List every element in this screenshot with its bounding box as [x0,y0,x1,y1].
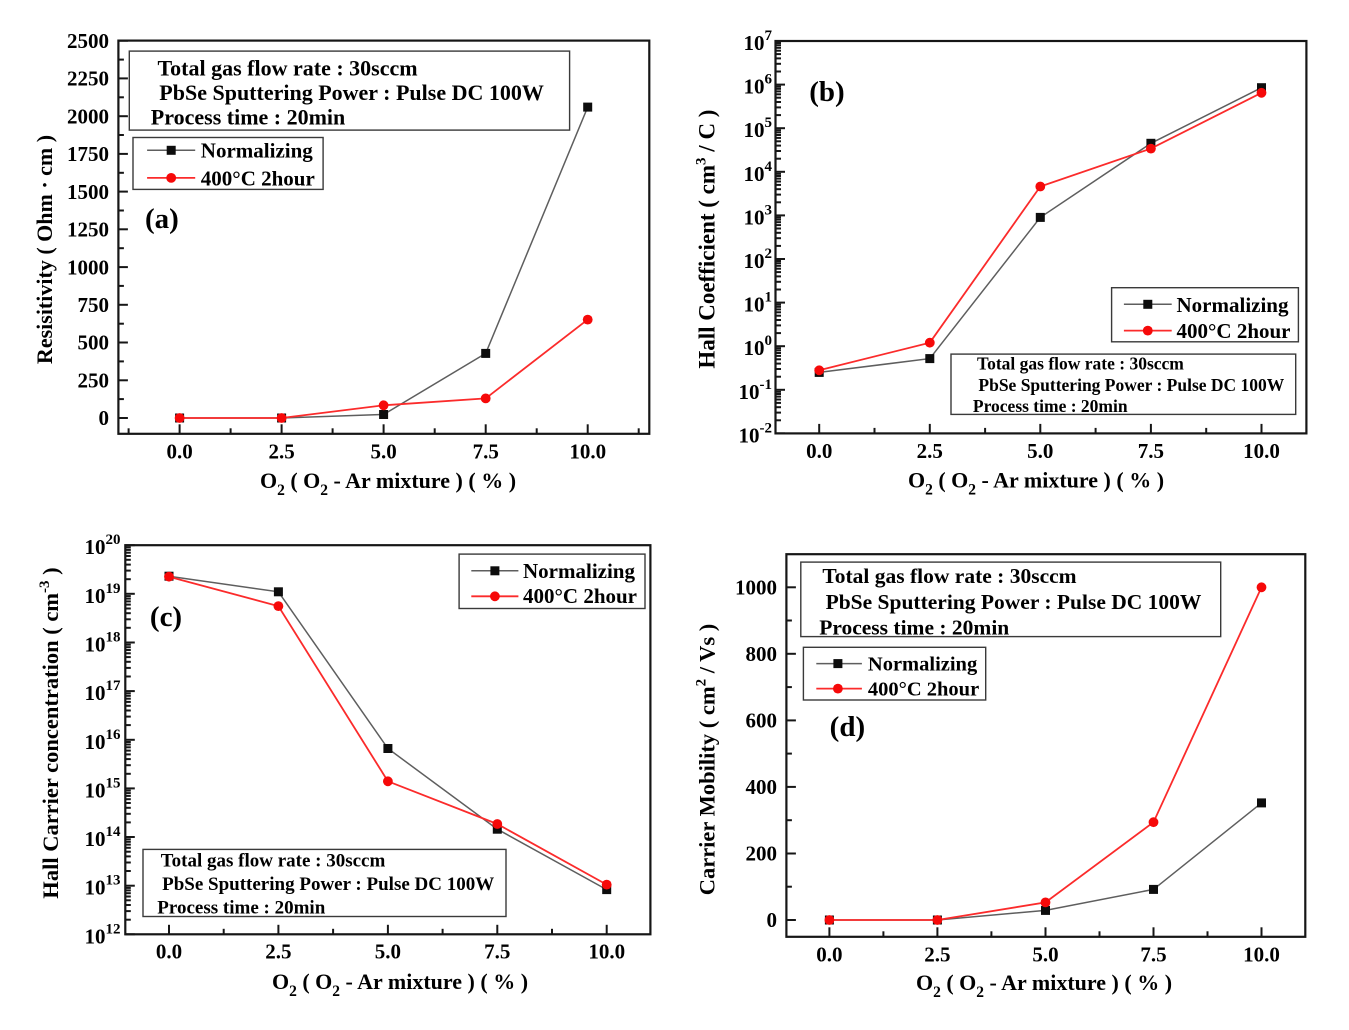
svg-text:500: 500 [78,331,110,355]
svg-text:750: 750 [78,293,110,317]
svg-text:10-1: 10-1 [739,377,773,404]
svg-text:Hall Carrier concentration ( c: Hall Carrier concentration ( cm-3 ) [37,567,63,898]
svg-text:400°C 2hour: 400°C 2hour [868,679,979,701]
svg-text:(b): (b) [809,76,844,108]
svg-text:Total gas flow rate : 30sccm: Total gas flow rate : 30sccm [158,56,418,81]
svg-text:(d): (d) [830,711,865,743]
svg-text:10.0: 10.0 [1243,943,1280,967]
svg-text:400: 400 [746,775,778,799]
svg-text:2000: 2000 [67,104,109,128]
svg-text:400°C 2hour: 400°C 2hour [201,166,315,190]
svg-text:Process time : 20min: Process time : 20min [973,396,1128,416]
svg-text:1250: 1250 [67,218,109,242]
svg-text:0: 0 [767,908,778,932]
svg-text:Process time : 20min: Process time : 20min [151,104,345,129]
svg-text:Total gas flow rate : 30sccm: Total gas flow rate : 30sccm [161,850,386,871]
svg-text:7.5: 7.5 [473,439,499,463]
svg-text:2500: 2500 [67,29,109,53]
svg-text:400°C 2hour: 400°C 2hour [523,584,637,608]
svg-text:Normalizing: Normalizing [1177,293,1289,317]
svg-text:0.0: 0.0 [156,940,182,964]
svg-text:Process time : 20min: Process time : 20min [157,898,325,919]
svg-text:Normalizing: Normalizing [201,139,313,163]
svg-text:Hall Coefficient ( cm3 / C ): Hall Coefficient ( cm3 / C ) [694,110,720,369]
svg-text:800: 800 [746,642,778,666]
svg-text:2.5: 2.5 [917,439,943,463]
svg-text:5.0: 5.0 [1027,439,1053,463]
svg-text:0.0: 0.0 [816,943,842,967]
svg-text:10.0: 10.0 [569,439,606,463]
svg-text:2.5: 2.5 [265,940,291,964]
svg-text:Total gas flow rate : 30sccm: Total gas flow rate : 30sccm [822,564,1076,588]
svg-text:PbSe Sputtering Power : Pulse: PbSe Sputtering Power : Pulse DC 100W [826,590,1202,614]
svg-text:2.5: 2.5 [268,439,294,463]
svg-text:(c): (c) [150,601,182,633]
svg-text:250: 250 [78,369,110,393]
svg-text:Resisitivity ( Ohm · cm ): Resisitivity ( Ohm · cm ) [32,135,57,364]
svg-text:400°C 2hour: 400°C 2hour [1177,319,1291,343]
svg-text:1000: 1000 [67,255,109,279]
svg-text:(a): (a) [145,203,179,235]
svg-text:Total gas flow rate : 30sccm: Total gas flow rate : 30sccm [977,354,1184,374]
svg-text:10.0: 10.0 [1243,439,1280,463]
svg-text:5.0: 5.0 [375,940,401,964]
svg-text:1750: 1750 [67,142,109,166]
svg-text:Process time : 20min: Process time : 20min [819,616,1009,640]
svg-text:1016: 1016 [85,727,122,754]
svg-text:103: 103 [744,202,773,229]
svg-text:0.0: 0.0 [166,439,192,463]
svg-text:600: 600 [746,709,778,733]
svg-text:0: 0 [99,406,110,430]
svg-text:PbSe Sputtering Power : Pulse: PbSe Sputtering Power : Pulse DC 100W [162,874,494,895]
svg-text:PbSe Sputtering Power : Pulse: PbSe Sputtering Power : Pulse DC 100W [159,80,544,105]
svg-text:10.0: 10.0 [588,940,625,964]
svg-text:7.5: 7.5 [1140,943,1166,967]
svg-text:1000: 1000 [735,576,777,600]
svg-text:0.0: 0.0 [806,439,832,463]
svg-text:200: 200 [746,842,778,866]
svg-text:Normalizing: Normalizing [868,653,978,675]
svg-text:7.5: 7.5 [484,940,510,964]
svg-text:1500: 1500 [67,180,109,204]
svg-text:5.0: 5.0 [370,439,396,463]
svg-text:7.5: 7.5 [1138,439,1164,463]
svg-text:Carrier Mobility ( cm2 / Vs ): Carrier Mobility ( cm2 / Vs ) [693,624,719,896]
svg-text:Normalizing: Normalizing [523,559,635,583]
svg-text:1018: 1018 [85,630,121,657]
svg-text:5.0: 5.0 [1032,943,1058,967]
svg-text:2.5: 2.5 [924,943,950,967]
svg-text:PbSe Sputtering Power : Pulse: PbSe Sputtering Power : Pulse DC 100W [978,375,1284,395]
svg-text:2250: 2250 [67,67,109,91]
